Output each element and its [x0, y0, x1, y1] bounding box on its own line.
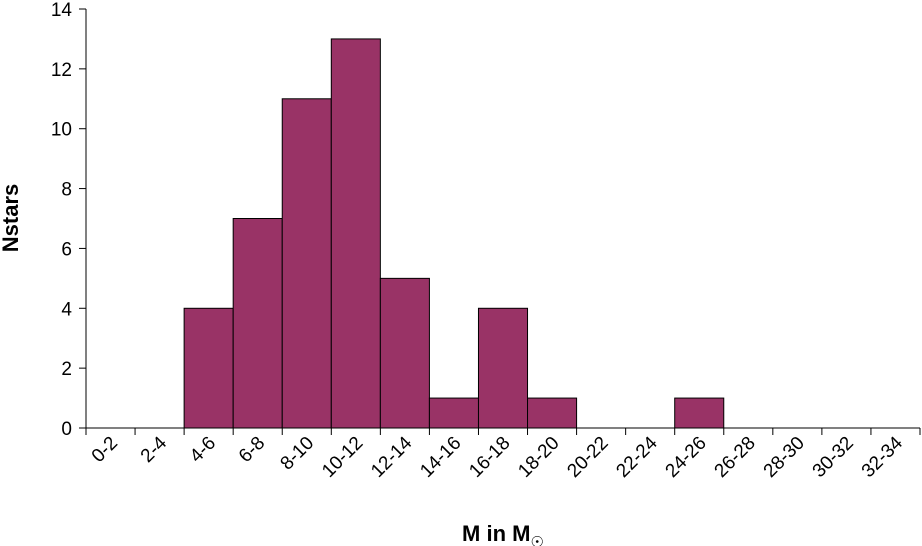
y-tick-label-10: 10: [51, 120, 72, 141]
y-tick-label-8: 8: [61, 180, 72, 201]
bar-16-18: [477, 307, 529, 429]
y-tick-label-2: 2: [61, 359, 72, 380]
y-tick-label-6: 6: [61, 239, 72, 260]
x-tick-label-20-22: 20-22: [563, 433, 612, 482]
x-axis-title-subscript: ☉: [530, 534, 543, 546]
x-axis-title-text: M in M: [462, 521, 530, 546]
bar-24-26: [674, 397, 725, 429]
x-tick-label-4-6: 4-6: [186, 433, 220, 467]
x-tick-label-22-24: 22-24: [612, 432, 662, 482]
x-tick-label-28-30: 28-30: [760, 433, 809, 482]
bar-18-20: [527, 397, 578, 429]
bar-12-14: [379, 277, 430, 429]
y-tick-label-0: 0: [61, 419, 72, 440]
x-tick-label-18-20: 18-20: [514, 433, 563, 482]
x-axis-title: M in M☉: [462, 521, 544, 546]
bar-14-16: [428, 397, 479, 429]
bar-8-10: [281, 98, 332, 429]
y-tick-label-4: 4: [61, 299, 72, 320]
bars-group: [183, 38, 725, 429]
y-axis: 0 2 4 6 8 10 12 14: [51, 0, 87, 440]
x-tick-label-32-34: 32-34: [858, 432, 908, 482]
x-tick-label-16-18: 16-18: [465, 433, 514, 482]
y-tick-label-14: 14: [51, 0, 73, 21]
x-tick-label-8-10: 8-10: [277, 433, 319, 475]
bar-4-6: [183, 307, 234, 429]
x-tick-label-6-8: 6-8: [235, 433, 269, 467]
x-tick-label-10-12: 10-12: [318, 433, 367, 482]
x-tick-label-24-26: 24-26: [662, 433, 711, 482]
x-axis: 0-2 2-4 4-6 6-8 8-10 10-12 12-14 14-16 16-18 18-2…: [85, 427, 921, 482]
x-tick-label-14-16: 14-16: [416, 433, 465, 482]
x-tick-label-0-2: 0-2: [88, 433, 122, 467]
x-tick-label-2-4: 2-4: [137, 432, 172, 467]
y-axis-title: Nstars: [0, 184, 23, 252]
x-tick-label-26-28: 26-28: [711, 433, 760, 482]
bar-10-12: [330, 38, 381, 429]
y-tick-label-12: 12: [51, 60, 72, 81]
bar-6-8: [232, 218, 283, 429]
x-tick-label-12-14: 12-14: [367, 432, 417, 482]
x-tick-label-30-32: 30-32: [809, 433, 858, 482]
